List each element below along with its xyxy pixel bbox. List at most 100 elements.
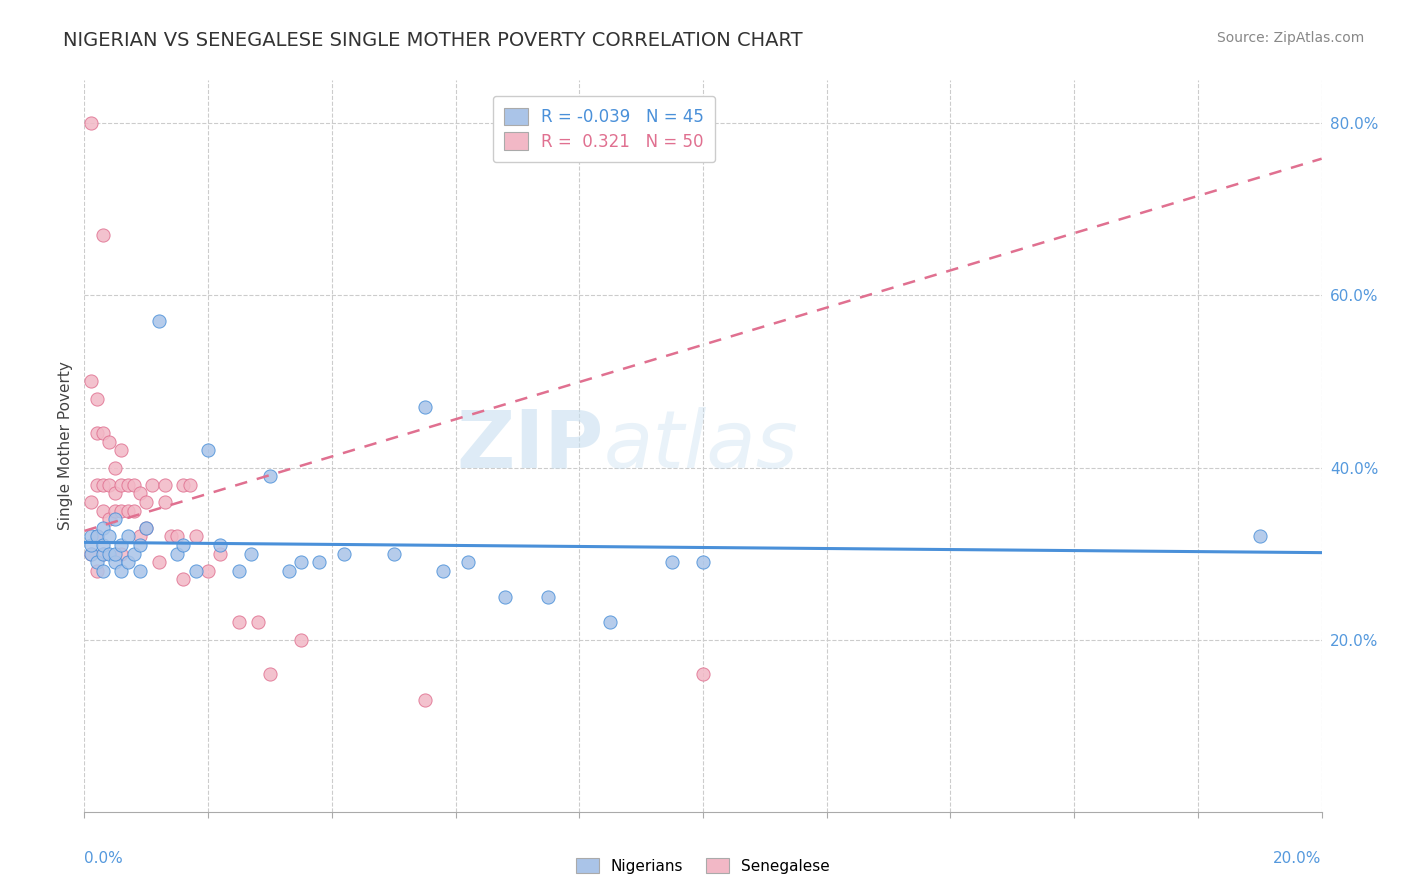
- Point: [104, 547, 127, 561]
- Point: [117, 503, 139, 517]
- Point: [79, 495, 101, 509]
- Point: [494, 590, 516, 604]
- Point: [382, 547, 405, 561]
- Point: [79, 375, 101, 389]
- Point: [166, 529, 188, 543]
- Point: [104, 512, 127, 526]
- Text: atlas: atlas: [605, 407, 799, 485]
- Text: 0.0%: 0.0%: [84, 851, 124, 865]
- Point: [129, 564, 152, 578]
- Point: [122, 503, 145, 517]
- Point: [117, 555, 139, 569]
- Point: [104, 486, 127, 500]
- Point: [135, 521, 157, 535]
- Point: [537, 590, 560, 604]
- Point: [91, 538, 114, 552]
- Point: [110, 538, 132, 552]
- Text: Source: ZipAtlas.com: Source: ZipAtlas.com: [1216, 31, 1364, 45]
- Point: [129, 486, 152, 500]
- Point: [86, 477, 108, 491]
- Point: [228, 564, 250, 578]
- Point: [599, 615, 621, 630]
- Point: [153, 477, 176, 491]
- Point: [91, 426, 114, 441]
- Point: [86, 426, 108, 441]
- Point: [98, 512, 121, 526]
- Point: [110, 443, 132, 458]
- Point: [129, 529, 152, 543]
- Point: [86, 564, 108, 578]
- Point: [98, 434, 121, 449]
- Point: [197, 443, 219, 458]
- Point: [246, 615, 269, 630]
- Point: [432, 564, 454, 578]
- Text: 20.0%: 20.0%: [1274, 851, 1322, 865]
- Point: [290, 632, 312, 647]
- Point: [148, 555, 170, 569]
- Point: [129, 538, 152, 552]
- Point: [110, 564, 132, 578]
- Point: [277, 564, 299, 578]
- Point: [184, 564, 207, 578]
- Point: [91, 521, 114, 535]
- Point: [308, 555, 330, 569]
- Point: [290, 555, 312, 569]
- Point: [172, 538, 194, 552]
- Point: [209, 547, 232, 561]
- Point: [104, 555, 127, 569]
- Point: [166, 547, 188, 561]
- Point: [179, 477, 201, 491]
- Point: [209, 538, 232, 552]
- Point: [98, 547, 121, 561]
- Point: [86, 529, 108, 543]
- Point: [172, 477, 194, 491]
- Point: [117, 477, 139, 491]
- Point: [79, 538, 101, 552]
- Point: [141, 477, 163, 491]
- Point: [1249, 529, 1271, 543]
- Point: [79, 116, 101, 130]
- Point: [104, 503, 127, 517]
- Point: [98, 477, 121, 491]
- Point: [79, 547, 101, 561]
- Point: [98, 529, 121, 543]
- Point: [117, 529, 139, 543]
- Point: [240, 547, 263, 561]
- Point: [110, 503, 132, 517]
- Point: [110, 477, 132, 491]
- Text: ZIP: ZIP: [457, 407, 605, 485]
- Point: [110, 547, 132, 561]
- Point: [122, 547, 145, 561]
- Point: [86, 555, 108, 569]
- Point: [135, 521, 157, 535]
- Point: [122, 477, 145, 491]
- Point: [86, 392, 108, 406]
- Point: [184, 529, 207, 543]
- Point: [160, 529, 183, 543]
- Point: [104, 460, 127, 475]
- Point: [91, 228, 114, 243]
- Point: [259, 469, 281, 483]
- Point: [259, 667, 281, 681]
- Legend: Nigerians, Senegalese: Nigerians, Senegalese: [569, 852, 837, 880]
- Point: [692, 667, 714, 681]
- Legend: R = -0.039   N = 45, R =  0.321   N = 50: R = -0.039 N = 45, R = 0.321 N = 50: [492, 96, 716, 162]
- Point: [91, 477, 114, 491]
- Point: [172, 573, 194, 587]
- Point: [148, 314, 170, 328]
- Point: [79, 547, 101, 561]
- Point: [661, 555, 683, 569]
- Point: [413, 401, 436, 415]
- Point: [228, 615, 250, 630]
- Point: [79, 529, 101, 543]
- Point: [457, 555, 479, 569]
- Point: [135, 495, 157, 509]
- Point: [153, 495, 176, 509]
- Y-axis label: Single Mother Poverty: Single Mother Poverty: [58, 361, 73, 531]
- Text: NIGERIAN VS SENEGALESE SINGLE MOTHER POVERTY CORRELATION CHART: NIGERIAN VS SENEGALESE SINGLE MOTHER POV…: [63, 31, 803, 50]
- Point: [692, 555, 714, 569]
- Point: [91, 547, 114, 561]
- Point: [413, 693, 436, 707]
- Point: [91, 564, 114, 578]
- Point: [86, 529, 108, 543]
